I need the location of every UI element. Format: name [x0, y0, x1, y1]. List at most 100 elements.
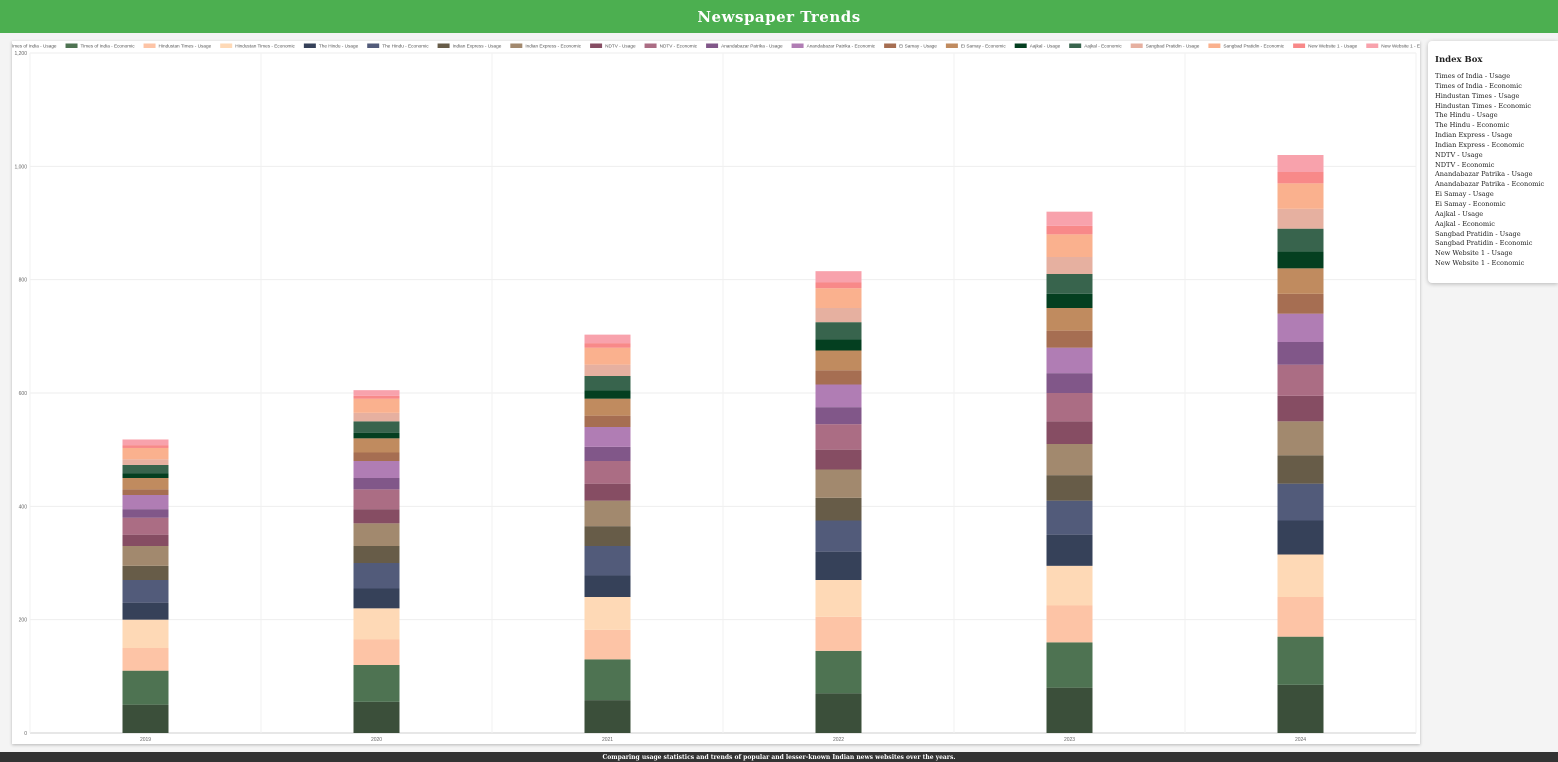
bar-segment: [1277, 636, 1324, 685]
bar-segment: [584, 575, 631, 597]
bar-segment: [584, 700, 631, 733]
bar-segment: [815, 551, 862, 580]
bar-segment: [584, 343, 631, 348]
bar-segment: [122, 447, 169, 460]
bar-segment: [122, 648, 169, 671]
bar-segment: [122, 464, 169, 474]
legend-label: NDTV - Economic: [660, 44, 698, 49]
bar-segment: [122, 489, 169, 495]
bar-segment: [1277, 597, 1324, 637]
legend-swatch: [1293, 43, 1306, 48]
bar-segment: [815, 407, 862, 425]
legend-label: NDTV - Usage: [605, 44, 636, 49]
grid: [29, 52, 1417, 734]
index-box-title: Index Box: [1435, 55, 1483, 65]
bar-segment: [353, 421, 400, 433]
bar-segment: [1277, 172, 1324, 184]
index-item: Times of India - Economic: [1435, 81, 1522, 90]
legend-swatch: [303, 43, 316, 48]
bar-segment: [815, 282, 862, 289]
index-item: Aajkal - Economic: [1435, 219, 1495, 228]
bar-segment: [353, 398, 400, 413]
bar-segment: [353, 639, 400, 665]
bar-segment: [1277, 395, 1324, 422]
bar-segment: [815, 650, 862, 694]
bar-segment: [815, 322, 862, 340]
bar-segment: [353, 509, 400, 524]
bar-segment: [815, 520, 862, 552]
bar-segment: [353, 588, 400, 609]
legend-label: New Website 1 - Economic: [1381, 44, 1420, 49]
index-item: The Hindu - Economic: [1435, 121, 1510, 130]
bar-segment: [1046, 642, 1093, 688]
bar-segment: [1277, 684, 1324, 733]
index-item: Sangbad Pratidin - Economic: [1435, 239, 1533, 248]
bar-segment: [584, 390, 631, 399]
y-tick-label: 200: [19, 618, 28, 624]
bar-segment: [353, 546, 400, 563]
legend-swatch: [220, 43, 233, 48]
legend-swatch: [65, 43, 78, 48]
bar-segment: [122, 517, 169, 535]
bar-segment: [1046, 565, 1093, 606]
bar-segment: [1046, 605, 1093, 643]
bar-segment: [353, 390, 400, 396]
bar-segment: [122, 670, 169, 705]
legend-label: New Website 1 - Usage: [1308, 44, 1358, 49]
bar-segment: [1046, 225, 1093, 235]
page-footer: Comparing usage statistics and trends of…: [0, 752, 1558, 762]
index-item: Anandabazar Patrika - Usage: [1435, 170, 1533, 179]
bar-segment: [122, 602, 169, 620]
bar-segment: [122, 478, 169, 490]
bar-segment: [584, 500, 631, 527]
index-item: New Website 1 - Economic: [1435, 259, 1525, 268]
legend-swatch: [884, 43, 897, 48]
legend-swatch: [1014, 43, 1027, 48]
legend-swatch: [644, 43, 657, 48]
y-tick-label: 600: [19, 391, 28, 397]
bar-segment: [1046, 330, 1093, 348]
bar-segment: [1277, 251, 1324, 269]
bar-segment: [122, 439, 169, 446]
bar-segment: [584, 347, 631, 365]
index-box-list: Times of India - Usage Times of India - E…: [1435, 72, 1544, 269]
bar-segment: [122, 580, 169, 603]
bar-segment: [1046, 373, 1093, 393]
y-tick-label: 400: [19, 504, 28, 510]
bar-segment: [1046, 274, 1093, 294]
bar-segment: [1277, 155, 1324, 172]
legend-label: Indian Express - Usage: [453, 44, 502, 49]
index-item: Hindustan Times - Economic: [1435, 101, 1532, 110]
bar-segment: [122, 473, 169, 478]
bar-segment: [122, 619, 169, 648]
index-item: The Hindu - Usage: [1435, 111, 1498, 120]
bar-segment: [1277, 342, 1324, 365]
bar-segment: [353, 432, 400, 439]
bar-segment: [584, 446, 631, 461]
legend-label: Hindustan Times - Usage: [159, 44, 212, 49]
index-item: Ei Samay - Usage: [1435, 190, 1494, 199]
bar-segment: [584, 427, 631, 447]
bar-segment: [815, 424, 862, 450]
index-item: Times of India - Usage: [1435, 72, 1511, 80]
bar-segment: [122, 509, 169, 518]
index-item: Aajkal - Usage: [1435, 209, 1484, 218]
legend-swatch: [367, 43, 380, 48]
bar-segment: [1046, 444, 1093, 476]
bar-segment: [1277, 483, 1324, 521]
bar-segment: [584, 376, 631, 391]
bar-segment: [122, 704, 169, 733]
bar-segment: [1277, 554, 1324, 597]
bar-segment: [353, 665, 400, 702]
footer-caption: Comparing usage statistics and trends of…: [602, 753, 956, 761]
bar-segment: [1277, 421, 1324, 456]
legend-swatch: [1366, 43, 1379, 48]
bar-segment: [815, 350, 862, 371]
legend: Times of India - Usage Times of India - E…: [12, 43, 1420, 49]
bar-segment: [1277, 268, 1324, 294]
bar-segment: [122, 459, 169, 465]
bar-segment: [815, 693, 862, 733]
x-tick-label: 2023: [1064, 737, 1075, 743]
bar-segment: [353, 438, 400, 453]
bar-segment: [1277, 183, 1324, 209]
